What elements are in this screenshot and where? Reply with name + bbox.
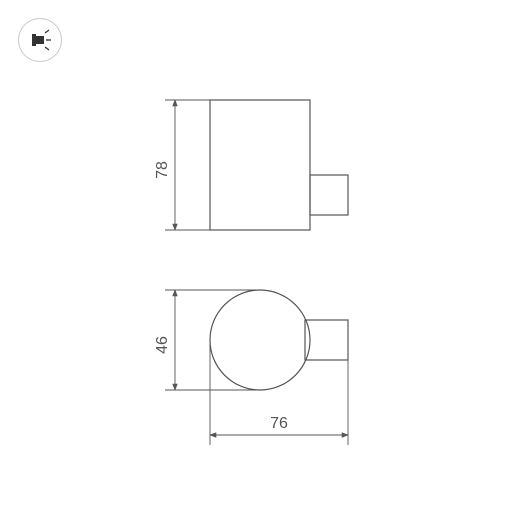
- dim-diameter-label: 46: [154, 336, 171, 354]
- technical-drawing: 78 46 76: [0, 0, 524, 524]
- dim-width-label: 76: [270, 415, 288, 432]
- drawing-canvas: 78 46 76: [0, 0, 524, 524]
- side-view: 78: [154, 100, 348, 230]
- top-view: 46 76: [154, 290, 348, 445]
- dim-height-label: 78: [154, 161, 171, 179]
